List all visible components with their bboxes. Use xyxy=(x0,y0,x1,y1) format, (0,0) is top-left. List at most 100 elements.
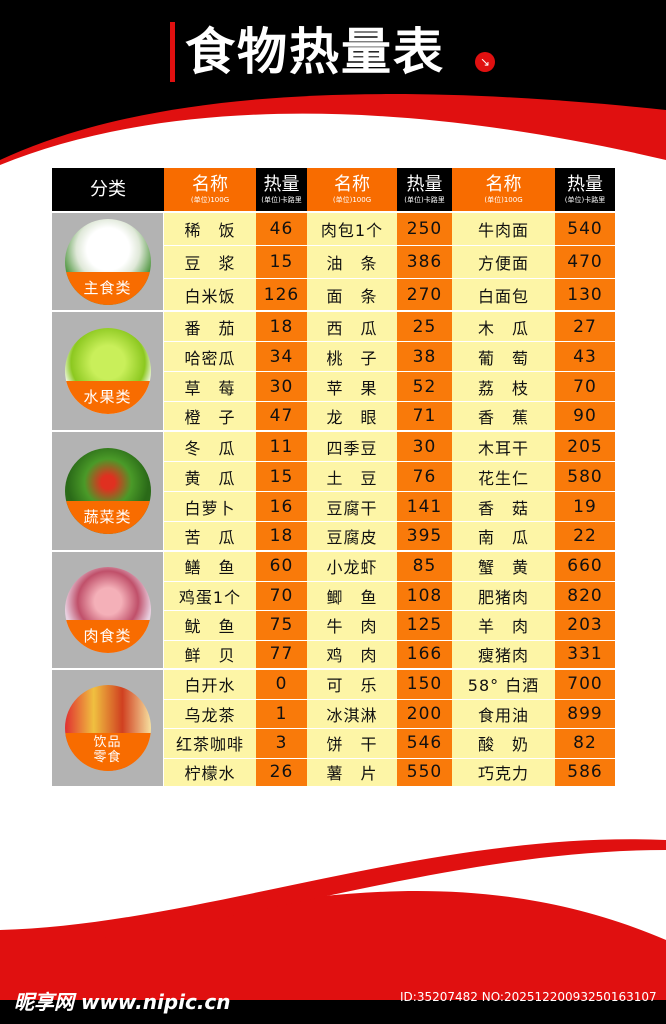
calorie-value: 540 xyxy=(555,213,615,246)
calorie-value: 18 xyxy=(256,312,307,342)
calorie-value: 470 xyxy=(555,246,615,279)
calorie-value: 820 xyxy=(555,581,615,611)
calorie-value: 16 xyxy=(256,492,307,522)
food-name: 白萝卜 xyxy=(164,492,256,522)
food-name: 黄 瓜 xyxy=(164,462,256,492)
drinks-snacks-image: 饮品 零食 xyxy=(64,685,151,771)
table-row: 黄 瓜 15 土 豆 76 花生仁 580 xyxy=(52,462,615,492)
calorie-value: 18 xyxy=(256,522,307,552)
food-name: 薯 片 xyxy=(307,758,397,788)
calorie-value: 47 xyxy=(256,402,307,432)
calorie-value: 27 xyxy=(555,312,615,342)
calorie-value: 26 xyxy=(256,758,307,788)
table-row: 肉食类 鳝 鱼 60 小龙虾 85 蟹 黄 660 xyxy=(52,552,615,670)
food-name: 四季豆 xyxy=(307,432,397,462)
header-cal: 热量 (单位)卡路里 xyxy=(256,168,307,213)
food-name: 稀 饭 xyxy=(164,213,256,246)
food-name: 木耳干 xyxy=(452,432,555,462)
page-title: 食物热量表 xyxy=(170,22,445,82)
calorie-value: 1 xyxy=(256,699,307,729)
watermark: 昵享网 www.nipic.cn xyxy=(14,990,231,1014)
food-name: 油 条 xyxy=(307,246,397,279)
calorie-value: 22 xyxy=(555,522,615,552)
food-name: 肉包1个 xyxy=(307,213,397,246)
food-name: 龙 眼 xyxy=(307,402,397,432)
calorie-value: 15 xyxy=(256,246,307,279)
food-name: 鱿 鱼 xyxy=(164,611,256,641)
food-name: 木 瓜 xyxy=(452,312,555,342)
calorie-value: 126 xyxy=(256,279,307,312)
category-label: 饮品 零食 xyxy=(64,733,151,771)
calorie-value: 141 xyxy=(397,492,452,522)
calorie-value: 899 xyxy=(555,699,615,729)
food-name: 红茶咖啡 xyxy=(164,729,256,759)
food-name: 鸡 肉 xyxy=(307,640,397,670)
food-name: 小龙虾 xyxy=(307,552,397,582)
calorie-value: 331 xyxy=(555,640,615,670)
steamed-bun-image: 主食类 xyxy=(64,218,151,305)
table-header: 分类 名称 (单位)100G 热量 (单位)卡路里 名称 (单位)100G 热量 (单位… xyxy=(52,168,615,213)
table-row: 鱿 鱼 75 牛 肉 125 羊 肉 203 xyxy=(52,611,615,641)
food-name: 肥猪肉 xyxy=(452,581,555,611)
food-name: 鳝 鱼 xyxy=(164,552,256,582)
calorie-value: 700 xyxy=(555,670,615,700)
calorie-value: 200 xyxy=(397,699,452,729)
table-row: 主食类稀 饭 46 肉包1个 250 牛肉面 540 xyxy=(52,213,615,312)
category-label: 蔬菜类 xyxy=(64,501,151,534)
food-name: 蟹 黄 xyxy=(452,552,555,582)
food-name: 香 蕉 xyxy=(452,402,555,432)
category-cell: 肉食类 xyxy=(52,552,164,670)
category-label: 水果类 xyxy=(64,381,151,414)
food-name: 土 豆 xyxy=(307,462,397,492)
calorie-value: 46 xyxy=(256,213,307,246)
food-name: 羊 肉 xyxy=(452,611,555,641)
food-name: 白米饭 xyxy=(164,279,256,312)
food-name: 方便面 xyxy=(452,246,555,279)
calorie-value: 82 xyxy=(555,729,615,759)
food-name: 面 条 xyxy=(307,279,397,312)
table-row: 柠檬水 26 薯 片 550 巧克力 586 xyxy=(52,758,615,788)
calorie-value: 108 xyxy=(397,581,452,611)
calorie-value: 43 xyxy=(555,342,615,372)
calorie-value: 30 xyxy=(256,372,307,402)
food-name: 鲫 鱼 xyxy=(307,581,397,611)
table-row: 豆 浆 15 油 条 386 方便面 470 xyxy=(52,246,615,279)
calorie-value: 77 xyxy=(256,640,307,670)
food-name: 草 莓 xyxy=(164,372,256,402)
food-name: 西 瓜 xyxy=(307,312,397,342)
food-name: 冰淇淋 xyxy=(307,699,397,729)
food-name: 鸡蛋1个 xyxy=(164,581,256,611)
category-label: 肉食类 xyxy=(64,620,151,653)
category-cell: 主食类 xyxy=(52,213,164,312)
category-label-line: 饮品 xyxy=(93,735,122,751)
calorie-value: 3 xyxy=(256,729,307,759)
calorie-value: 60 xyxy=(256,552,307,582)
calorie-value: 76 xyxy=(397,462,452,492)
food-name: 鲜 贝 xyxy=(164,640,256,670)
food-name: 豆腐干 xyxy=(307,492,397,522)
calorie-value: 70 xyxy=(555,372,615,402)
food-name: 冬 瓜 xyxy=(164,432,256,462)
food-name: 桃 子 xyxy=(307,342,397,372)
calorie-value: 580 xyxy=(555,462,615,492)
food-name: 南 瓜 xyxy=(452,522,555,552)
table-row: 乌龙茶 1 冰淇淋 200 食用油 899 xyxy=(52,699,615,729)
calorie-value: 395 xyxy=(397,522,452,552)
calorie-value: 71 xyxy=(397,402,452,432)
calorie-value: 205 xyxy=(555,432,615,462)
calorie-value: 166 xyxy=(397,640,452,670)
food-name: 酸 奶 xyxy=(452,729,555,759)
calorie-value: 25 xyxy=(397,312,452,342)
food-name: 橙 子 xyxy=(164,402,256,432)
food-name: 葡 萄 xyxy=(452,342,555,372)
food-name: 58° 白酒 xyxy=(452,670,555,700)
green-apple-image: 水果类 xyxy=(64,328,151,414)
table-row: 水果类 番 茄 18 西 瓜 25 木 瓜 27 xyxy=(52,312,615,432)
food-name: 牛 肉 xyxy=(307,611,397,641)
calorie-table: 分类 名称 (单位)100G 热量 (单位)卡路里 名称 (单位)100G 热量 (单位… xyxy=(52,168,615,788)
food-name: 柠檬水 xyxy=(164,758,256,788)
calorie-value: 250 xyxy=(397,213,452,246)
category-cell: 蔬菜类 xyxy=(52,432,164,552)
calorie-value: 85 xyxy=(397,552,452,582)
calorie-value: 386 xyxy=(397,246,452,279)
